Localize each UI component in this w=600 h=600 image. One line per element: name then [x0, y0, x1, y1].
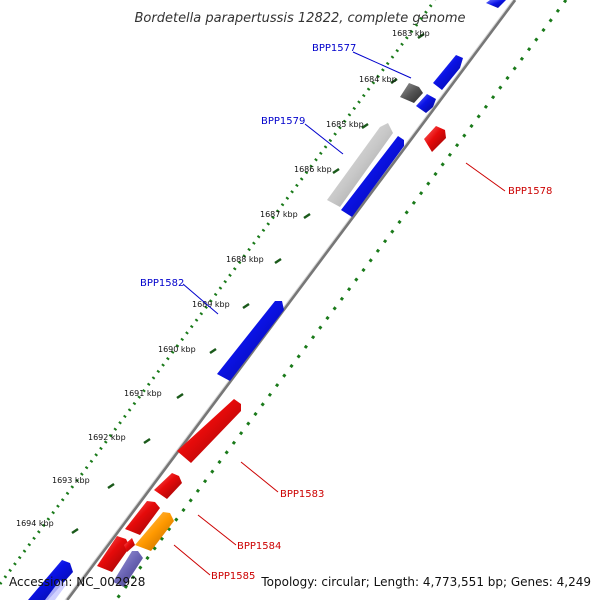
genome-backbone-highlight [64, 0, 514, 600]
gene-label-bpp1579[interactable]: BPP1579 [261, 116, 305, 127]
gene-reverse-4[interactable] [97, 536, 130, 572]
gene-label-bpp1584[interactable]: BPP1584 [237, 541, 281, 552]
tick-label: 1690 kbp [158, 345, 196, 354]
tick-label: 1693 kbp [52, 476, 90, 485]
gene-bottom-blue-partial[interactable] [28, 560, 73, 600]
tick-label: 1685 kbp [326, 120, 364, 129]
gene-bpp1583[interactable] [177, 399, 241, 463]
gc-content-track-inner [0, 0, 437, 585]
gene-bpp1584[interactable] [135, 512, 174, 551]
gene-label-bpp1577[interactable]: BPP1577 [312, 43, 356, 54]
tick-label: 1694 kbp [16, 519, 54, 528]
leader-bpp1577 [352, 51, 412, 79]
gene-forward-2[interactable] [416, 94, 436, 113]
gene-bottom-light-partial[interactable] [45, 580, 66, 600]
gene-bpp1582[interactable] [217, 301, 284, 381]
gene-label-bpp1583[interactable]: BPP1583 [280, 489, 324, 500]
leader-bpp1579 [304, 123, 344, 155]
leader-bpp1585 [173, 544, 211, 576]
gene-reverse-3[interactable] [125, 501, 160, 535]
gene-forward-3[interactable] [341, 136, 404, 217]
leader-bpp1578 [465, 162, 506, 192]
gene-bpp1579[interactable] [327, 123, 393, 207]
leader-bpp1584 [197, 514, 237, 546]
gene-label-bpp1578[interactable]: BPP1578 [508, 186, 552, 197]
gene-reverse-5[interactable] [124, 538, 135, 552]
gene-forward-1[interactable] [433, 55, 463, 90]
gc-content-track-outer [114, 0, 568, 600]
tick-label: 1686 kbp [294, 165, 332, 174]
kbp-ticks [71, 32, 425, 535]
tick-label: 1684 kbp [359, 75, 397, 84]
genome-summary-text: Topology: circular; Length: 4,773,551 bp… [260, 575, 591, 589]
accession-text: Accession: NC_002928 [9, 575, 145, 589]
tick-label: 1689 kbp [192, 300, 230, 309]
gene-reverse-2[interactable] [154, 473, 182, 499]
leader-bpp1583 [240, 461, 279, 493]
gene-top-partial[interactable] [486, 0, 506, 8]
genome-backbone [65, 0, 517, 600]
gene-label-bpp1582[interactable]: BPP1582 [140, 278, 184, 289]
tick-label: 1691 kbp [124, 389, 162, 398]
leader-bpp1582 [182, 283, 219, 315]
genome-title: Bordetella parapertussis 12822, complete… [135, 11, 466, 26]
gene-label-bpp1585[interactable]: BPP1585 [211, 571, 255, 582]
gene-bpp1578[interactable] [424, 126, 446, 152]
tick-label: 1687 kbp [260, 210, 298, 219]
gene-dark-gray[interactable] [400, 83, 423, 103]
tick-label: 1688 kbp [226, 255, 264, 264]
tick-label: 1683 kbp [392, 29, 430, 38]
tick-label: 1692 kbp [88, 433, 126, 442]
gene-bpp1585[interactable] [113, 551, 143, 587]
